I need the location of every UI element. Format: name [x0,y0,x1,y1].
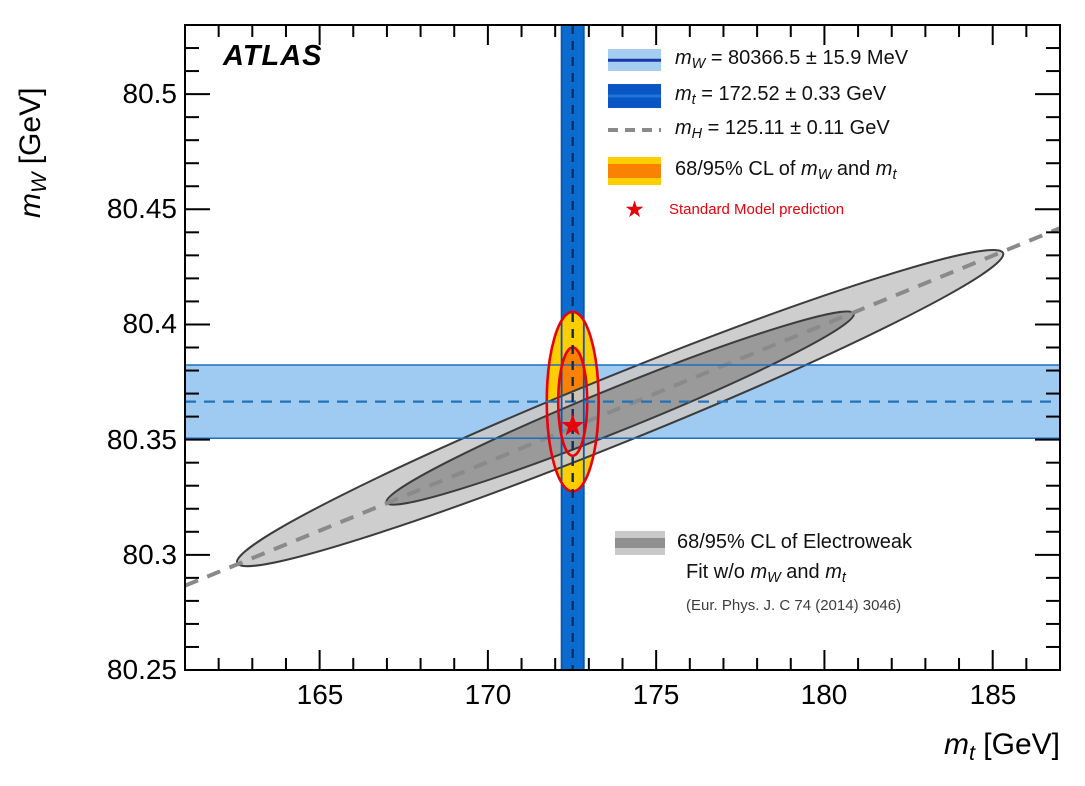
text-segment: Fit w/o [686,561,751,583]
subscript: t [892,167,897,184]
legend-label: 68/95% CL of mW and mt [675,158,896,183]
italic-symbol: m [675,117,692,140]
x-axis-title: mt [GeV] [944,728,1060,766]
x-tick-label: 165 [296,679,344,710]
star-icon: ★ [624,195,645,222]
y-axis-title: mW [GeV] [14,0,52,218]
lightblue-swatch [608,49,661,71]
text-segment: = 125.11 ± 0.11 GeV [702,117,890,140]
text-segment: (Eur. Phys. J. C 74 (2014) 3046) [686,597,902,615]
legend-ew-fit-line: Fit w/o mW and mt [686,557,912,593]
legend-label: mH = 125.11 ± 0.11 GeV [675,117,890,142]
subscript: H [691,126,703,143]
text-segment: [GeV] [974,728,1060,761]
x-tick-label: 180 [800,679,848,710]
mh-line [184,226,1061,588]
italic-symbol: m [943,728,969,761]
sm-star-icon: ★ [608,196,661,222]
y-tick-label: 80.5 [122,78,178,109]
atlas-label: ATLAS [223,40,323,72]
text-segment: Standard Model prediction [669,200,845,218]
subscript: t [968,740,975,766]
legend-label: Standard Model prediction [669,201,844,218]
subscript: W [26,172,52,193]
ew-fit-band-swatch [615,531,665,555]
legend-ew-fit-line: 68/95% CL of Electroweak [677,527,912,557]
italic-symbol: m [875,158,893,181]
subscript: W [817,167,832,184]
darkblue-swatch [608,84,661,108]
x-tick-label: 170 [464,679,512,710]
legend-item-lightblue: mW = 80366.5 ± 15.9 MeV [608,47,908,73]
subscript: W [691,56,706,73]
text-segment: = 172.52 ± 0.33 GeV [695,83,887,106]
text-segment: [GeV] [14,87,47,173]
legend-label: mW = 80366.5 ± 15.9 MeV [675,47,908,72]
italic-symbol: m [675,83,692,106]
italic-symbol: m [825,561,842,583]
y-tick-label: 80.4 [122,308,178,339]
italic-symbol: m [14,193,47,218]
italic-symbol: m [801,158,818,181]
legend-label: mt = 172.52 ± 0.33 GeV [675,83,886,108]
legend-ew-fit-line: (Eur. Phys. J. C 74 (2014) 3046) [686,593,912,618]
legend-item-dashed: mH = 125.11 ± 0.11 GeV [608,117,890,143]
legend-item-orange: 68/95% CL of mW and mt [608,156,896,186]
subscript: W [767,570,781,587]
y-tick-label: 80.35 [106,424,177,455]
italic-symbol: m [750,561,768,583]
legend-item-star: ★ Standard Model prediction [608,197,844,221]
y-tick-label: 80.45 [106,193,177,224]
x-tick-label: 185 [969,679,1017,710]
text-segment: = 80366.5 ± 15.9 MeV [705,47,909,70]
subscript: t [841,570,846,587]
orange-swatch [608,157,661,185]
x-tick-label: 175 [632,679,680,710]
sm-prediction-star [561,413,585,436]
dashed-swatch [608,128,661,132]
legend-item-darkblue: mt = 172.52 ± 0.33 GeV [608,83,886,109]
text-segment: 68/95% CL of Electroweak [677,531,912,553]
legend-ew-fit: 68/95% CL of Electroweak Fit w/o mW and m… [615,527,912,618]
text-segment: 68/95% CL of [675,158,802,181]
y-tick-label: 80.25 [106,654,177,685]
text-segment: and [780,561,826,583]
italic-symbol: m [675,47,692,70]
y-tick-label: 80.3 [122,539,178,570]
text-segment: and [831,158,876,181]
subscript: t [691,92,696,109]
legend-ew-fit-text: 68/95% CL of Electroweak Fit w/o mW and m… [677,527,912,618]
